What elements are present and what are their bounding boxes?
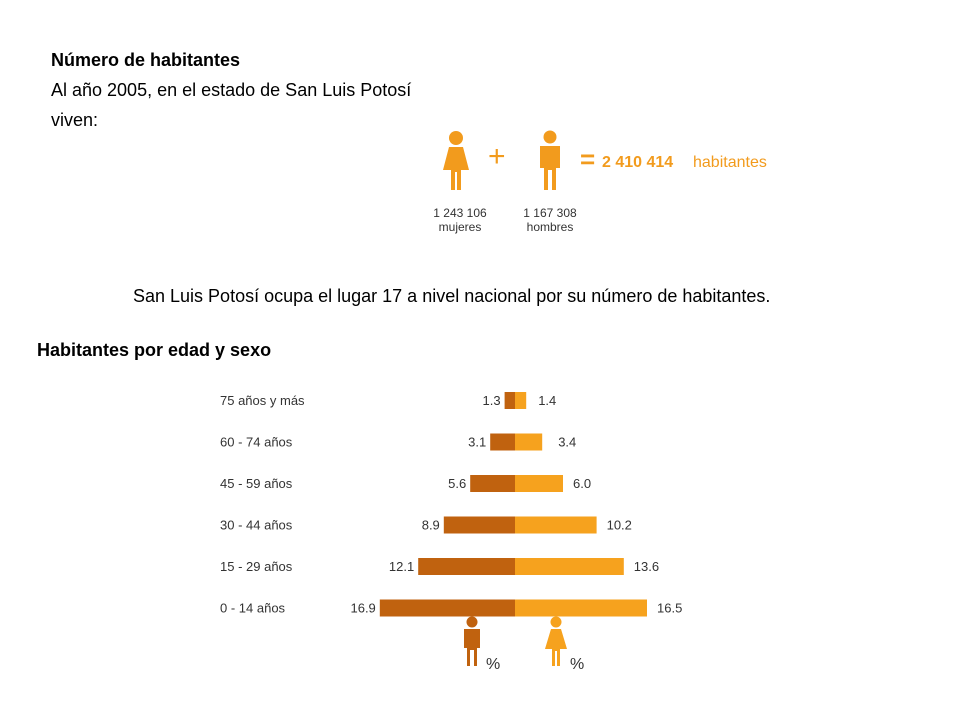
value-label-women: 16.5 <box>657 601 682 616</box>
bar-men <box>418 558 515 575</box>
value-label-men: 8.9 <box>422 518 440 533</box>
man-icon <box>540 130 560 190</box>
legend-women-percent: % <box>570 656 584 673</box>
category-label: 45 - 59 años <box>220 476 293 491</box>
total-unit: habitantes <box>693 154 767 171</box>
value-label-women: 13.6 <box>634 559 659 574</box>
value-label-women: 1.4 <box>538 393 556 408</box>
men-count: 1 167 308 <box>523 206 577 220</box>
bar-men <box>379 599 515 617</box>
equals-sign: = <box>580 144 596 174</box>
man-legend-icon <box>464 616 480 666</box>
legend-men-percent: % <box>486 656 500 673</box>
ranking-note: San Luis Potosí ocupa el lugar 17 a nive… <box>133 286 771 306</box>
intro-line-2: viven: <box>51 110 99 130</box>
category-label: 60 - 74 años <box>220 435 293 450</box>
bar-women <box>515 433 543 451</box>
bar-men <box>504 392 515 409</box>
value-label-men: 16.9 <box>350 601 375 616</box>
bar-women <box>515 558 624 575</box>
category-label: 0 - 14 años <box>220 601 286 616</box>
page-title: Número de habitantes <box>51 50 241 70</box>
bar-women <box>515 599 647 617</box>
total-population: 2 410 414 <box>602 154 674 171</box>
men-label: hombres <box>526 220 574 234</box>
woman-legend-icon <box>545 616 567 666</box>
value-label-men: 3.1 <box>468 435 486 450</box>
bar-women <box>515 475 563 492</box>
section-title: Habitantes por edad y sexo <box>37 340 272 360</box>
value-label-men: 1.3 <box>483 393 501 408</box>
bar-men <box>470 475 515 492</box>
plus-sign: + <box>488 140 506 173</box>
category-label: 15 - 29 años <box>220 559 293 574</box>
value-label-women: 6.0 <box>573 476 591 491</box>
intro-line-1: Al año 2005, en el estado de San Luis Po… <box>51 80 412 100</box>
category-label: 30 - 44 años <box>220 518 293 533</box>
bar-women <box>515 392 527 409</box>
value-label-men: 5.6 <box>448 476 466 491</box>
category-label: 75 años y más <box>220 393 305 408</box>
bar-men <box>443 516 515 534</box>
bar-women <box>515 516 597 534</box>
woman-icon <box>443 131 469 190</box>
value-label-women: 3.4 <box>558 435 576 450</box>
bar-men <box>490 433 515 451</box>
women-label: mujeres <box>438 220 482 234</box>
value-label-women: 10.2 <box>607 518 632 533</box>
women-count: 1 243 106 <box>433 206 487 220</box>
value-label-men: 12.1 <box>389 559 414 574</box>
